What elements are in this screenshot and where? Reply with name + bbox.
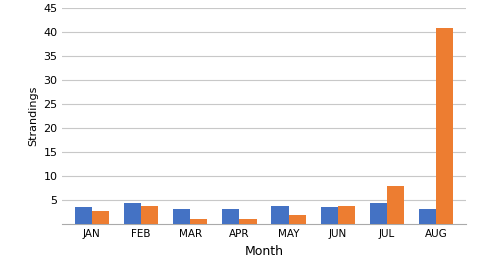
Bar (75, 207, 92, 224)
Bar (141, 206, 158, 224)
Bar (173, 209, 190, 224)
Bar (190, 219, 207, 224)
Bar (124, 202, 141, 224)
Bar (92, 211, 109, 224)
Bar (436, 28, 453, 224)
Bar (419, 209, 436, 224)
Bar (240, 219, 257, 224)
X-axis label: Month: Month (244, 245, 284, 258)
Bar (288, 215, 306, 224)
Bar (370, 202, 387, 224)
Bar (222, 209, 240, 224)
Bar (271, 206, 288, 224)
Bar (338, 206, 355, 224)
Bar (321, 207, 338, 224)
Y-axis label: Strandings: Strandings (28, 86, 38, 146)
Bar (387, 186, 404, 224)
